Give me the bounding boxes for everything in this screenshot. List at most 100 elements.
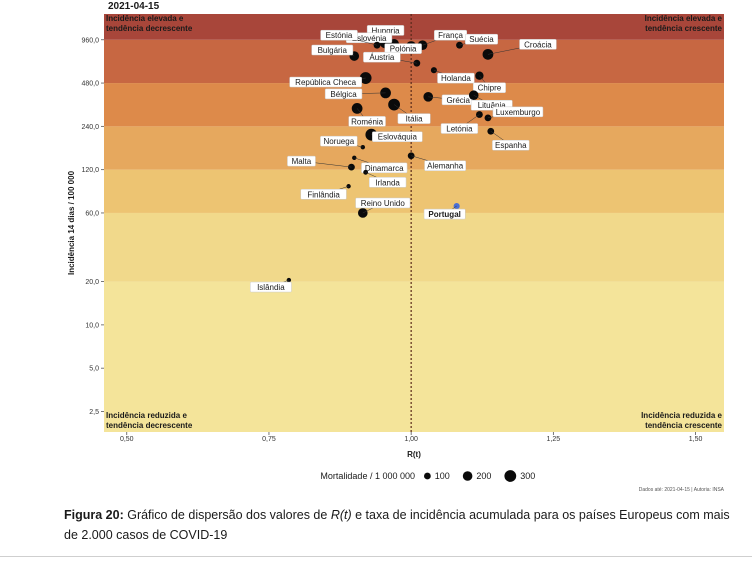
label-box-holanda <box>437 72 475 84</box>
corner-label-bottom-left: tendência decrescente <box>106 421 193 430</box>
incidence-bands <box>104 14 724 432</box>
point-dinamarca <box>352 155 357 161</box>
x-tick-label: 1,00 <box>404 436 418 443</box>
y-axis: 2,5 5,0 10,0 20,0 60,0 120,0 240,0 480,0 960,0 In… <box>67 37 104 416</box>
corner-label-bottom-right: tendência crescente <box>645 421 722 430</box>
label-box-austria <box>363 51 401 63</box>
label-box-italia <box>397 113 431 124</box>
label-box-irlanda <box>369 177 407 188</box>
y-tick-label: 960,0 <box>81 37 99 44</box>
label-franca: França <box>438 31 463 40</box>
label-espanha: Espanha <box>495 141 527 150</box>
label-box-chipre <box>472 82 506 93</box>
y-tick-label: 20,0 <box>85 279 99 286</box>
label-box-croacia <box>519 39 557 50</box>
label-estonia: Estónia <box>326 31 353 40</box>
label-bulgaria: Bulgária <box>318 46 348 55</box>
label-eslovenia: Eslovénia <box>352 34 387 43</box>
legend-title: Mortalidade / 1 000 000 <box>320 471 415 481</box>
x-axis-title: R(t) <box>407 450 421 459</box>
corner-label-top-right: Incidência elevada e <box>645 14 723 23</box>
label-croacia: Croácia <box>524 40 552 49</box>
label-holanda: Holanda <box>441 74 471 83</box>
band-2 <box>104 169 724 213</box>
label-box-suecia <box>465 33 498 45</box>
corner-label-bottom-right: Incidência reduzida e <box>641 411 722 420</box>
y-tick-label: 240,0 <box>81 124 99 131</box>
caption-text-before: Gráfico de dispersão dos valores de <box>123 508 331 522</box>
label-box-eslovaquia <box>372 131 423 142</box>
legend-dot-200 <box>462 471 473 481</box>
scatter-chart: 2021-04-15 Incidência elevada etendência… <box>67 1 725 493</box>
band-1 <box>104 212 724 282</box>
label-romenia: Roménia <box>351 117 384 126</box>
label-malta: Malta <box>292 157 312 166</box>
caption-title: Figura 20: <box>64 508 124 522</box>
label-italia: Itália <box>406 115 423 124</box>
y-tick-label: 120,0 <box>81 167 99 174</box>
label-grecia: Grécia <box>446 96 470 105</box>
x-tick-label: 1,25 <box>547 436 561 443</box>
legend-label-200: 200 <box>476 471 491 481</box>
corner-label-top-left: tendência decrescente <box>106 24 193 33</box>
x-tick-label: 0,75 <box>262 436 276 443</box>
label-box-alemanha <box>424 160 467 171</box>
label-portugal: Portugal <box>428 210 460 219</box>
label-box-noruega <box>320 135 358 147</box>
legend-dot-100 <box>424 472 431 480</box>
caption-text-after: e taxa de incidência acumulada para os p… <box>64 508 730 542</box>
label-finlandia: Finlândia <box>307 190 340 199</box>
label-hungria: Hungria <box>372 26 401 35</box>
label-polonia: Polónia <box>390 45 417 54</box>
label-austria: Áustria <box>369 53 394 62</box>
label-lituania: Lituânia <box>478 101 507 110</box>
label-box-islandia <box>250 281 292 293</box>
mortality-legend: Mortalidade / 1 000 000 100 200 300 <box>320 470 535 482</box>
chart-date-title: 2021-04-15 <box>108 1 160 12</box>
y-tick-label: 10,0 <box>85 322 99 329</box>
label-islandia: Islândia <box>257 283 285 292</box>
label-republica-checa: República Checa <box>295 78 356 87</box>
label-chipre: Chipre <box>478 84 502 93</box>
label-box-polonia <box>384 43 422 54</box>
label-letonia: Letónia <box>446 125 473 134</box>
x-tick-label: 1,50 <box>689 436 703 443</box>
label-box-letonia <box>440 123 479 134</box>
figure-caption: Figura 20: Gráfico de dispersão dos valo… <box>64 505 734 545</box>
label-alemanha: Alemanha <box>427 162 464 171</box>
legend-dot-300 <box>504 470 517 482</box>
corner-label-bottom-left: Incidência reduzida e <box>106 411 187 420</box>
source-note: Dados até: 2021-04-15 | Autoria: INSA <box>639 487 725 493</box>
label-luxemburgo: Luxemburgo <box>496 108 541 117</box>
label-box-luxemburgo <box>492 106 544 118</box>
label-box-espanha <box>492 139 530 151</box>
label-box-malta <box>287 155 316 167</box>
label-box-portugal <box>423 208 466 220</box>
corner-label-top-left: Incidência elevada e <box>106 14 184 23</box>
label-box-belgica <box>324 88 363 100</box>
label-box-finlandia <box>300 189 347 200</box>
label-noruega: Noruega <box>323 137 354 146</box>
x-axis: 0,50 0,75 1,00 1,25 1,50 R(t) <box>120 432 703 459</box>
label-box-dinamarca <box>361 162 408 174</box>
band-0 <box>104 281 724 432</box>
y-tick-label: 60,0 <box>85 210 99 217</box>
y-tick-label: 5,0 <box>89 366 99 373</box>
label-reino-unido: Reino Unido <box>361 199 406 208</box>
label-belgica: Bélgica <box>330 90 357 99</box>
legend-label-100: 100 <box>435 471 450 481</box>
page-divider <box>0 556 752 557</box>
corner-label-top-right: tendência crescente <box>645 24 722 33</box>
label-eslovaquia: Eslováquia <box>378 133 418 142</box>
label-box-estonia <box>320 29 358 41</box>
label-box-reino-unido <box>355 197 411 209</box>
label-suecia: Suécia <box>469 35 494 44</box>
x-tick-label: 0,50 <box>120 436 134 443</box>
band-6 <box>104 14 724 40</box>
label-box-romenia <box>348 116 386 127</box>
y-tick-label: 2,5 <box>89 409 99 416</box>
y-axis-title: Incidência 14 dias / 100 000 <box>67 170 76 275</box>
label-irlanda: Irlanda <box>375 178 400 187</box>
